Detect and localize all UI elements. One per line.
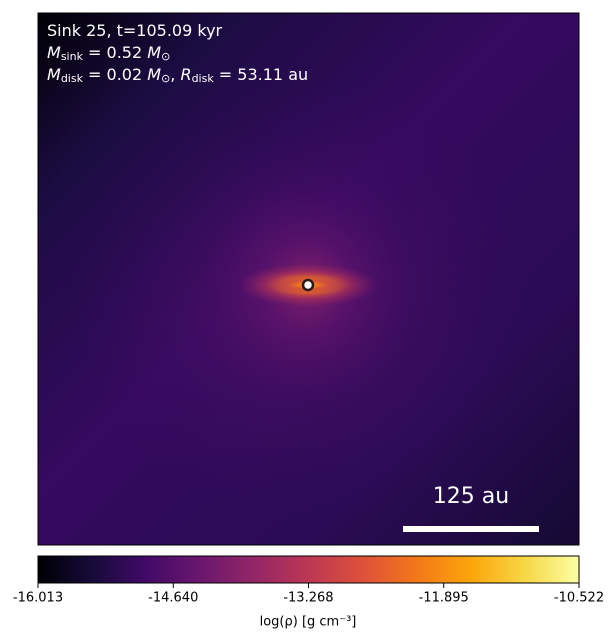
tick-label: -14.640 [148, 591, 198, 606]
tick-label: -10.522 [554, 591, 604, 606]
annotation: Msink = 0.52 M⊙ [47, 43, 170, 64]
colorbar-ticks: -16.013 -14.640 -13.268 -11.895 -10.522 [13, 583, 604, 606]
tick-label: -11.895 [419, 591, 469, 606]
colorbar-label: log(ρ) [g cm⁻³] [260, 615, 357, 630]
density-image [38, 13, 579, 545]
colorbar [37, 555, 580, 584]
annotation: Mdisk = 0.02 M⊙, Rdisk = 53.11 au [47, 65, 308, 86]
tick-label: -16.013 [13, 591, 63, 606]
annotation: Sink 25, t=105.09 kyr [47, 21, 223, 40]
tick-label: -13.268 [283, 591, 333, 606]
scale-bar [403, 526, 539, 532]
scale-bar-label: 125 au [433, 484, 509, 509]
sink-marker [301, 278, 315, 292]
